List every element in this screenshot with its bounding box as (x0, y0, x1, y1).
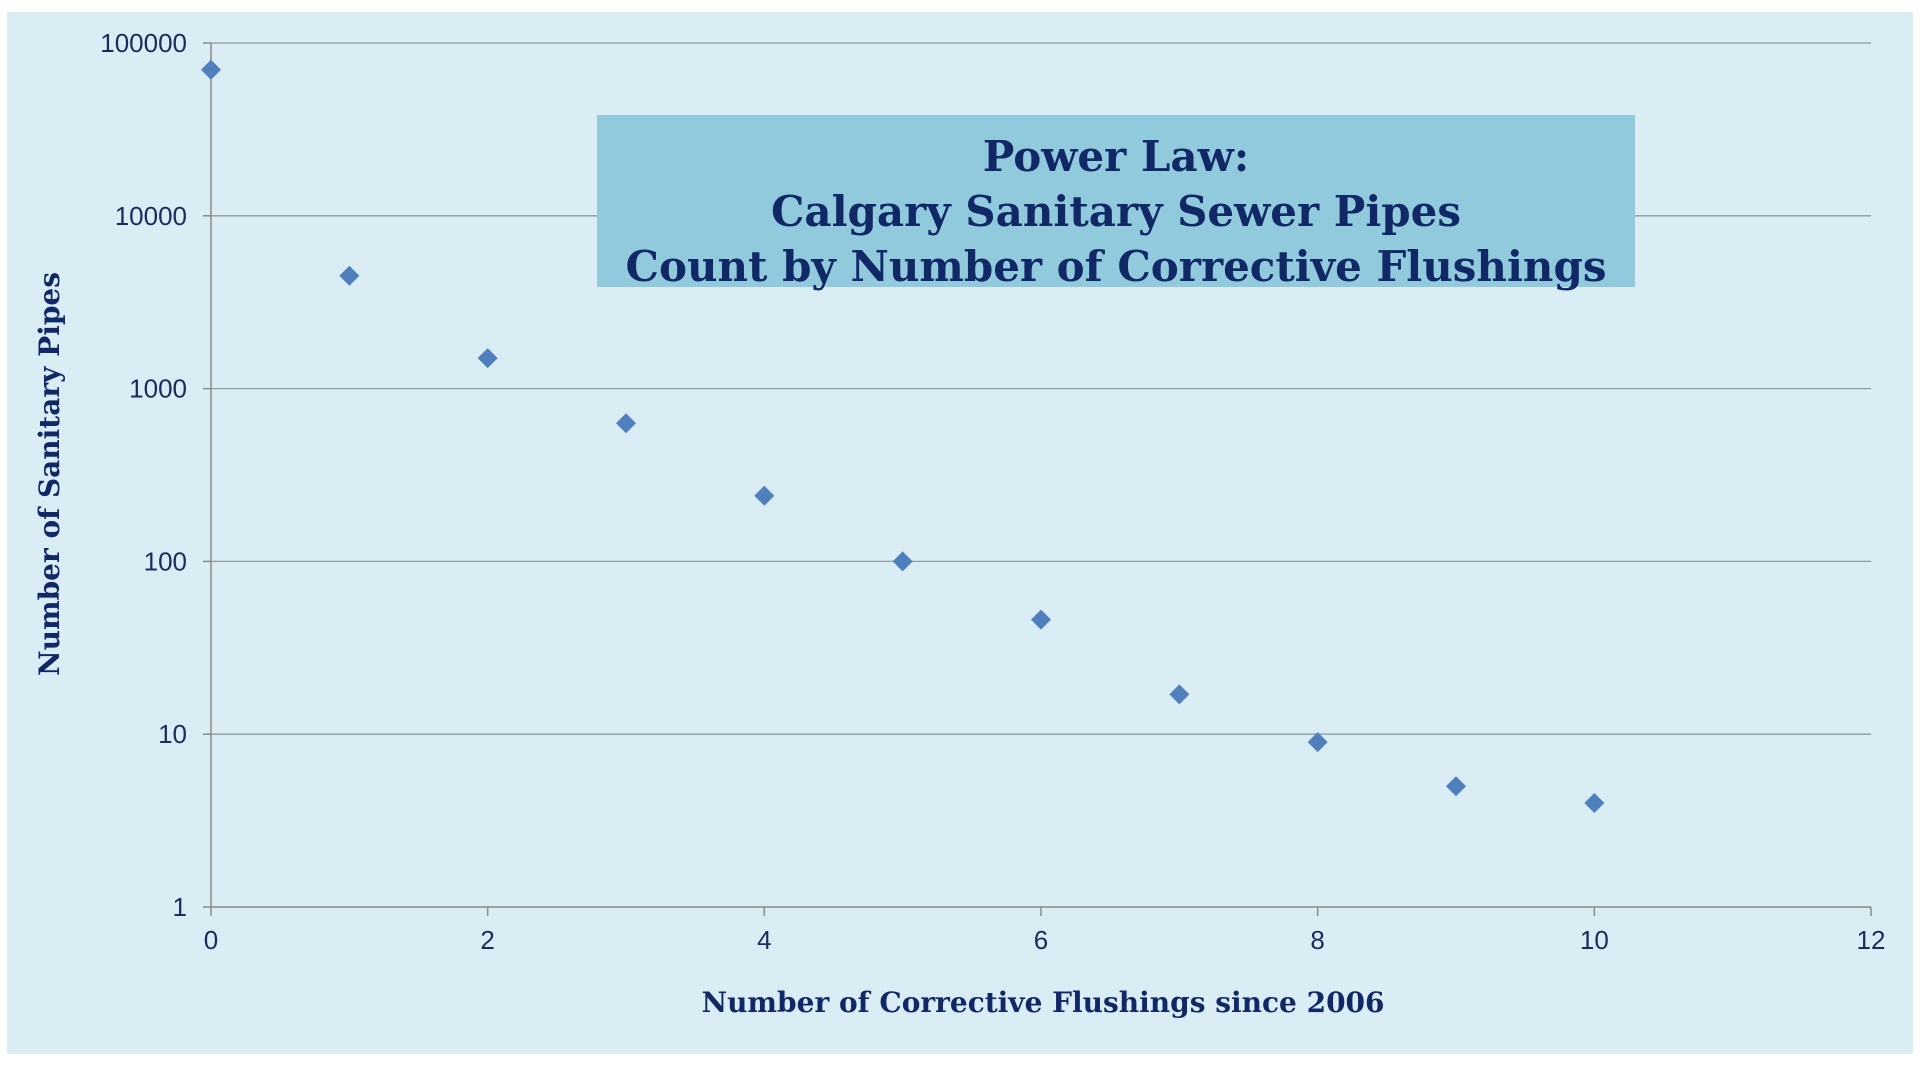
chart-title-line-3: Count by Number of Corrective Flushings (626, 242, 1607, 291)
data-point (1169, 684, 1190, 705)
y-tick-label: 1 (173, 892, 187, 922)
chart-title-line-1: Power Law: (983, 132, 1250, 181)
y-ticks: 1 10 100 1000 10000 100000 (100, 28, 211, 922)
y-axis-title: Number of Sanitary Pipes (33, 272, 66, 676)
data-points (201, 59, 1605, 813)
data-point (1307, 732, 1328, 753)
x-tick-label: 10 (1580, 925, 1609, 955)
data-point (201, 59, 221, 80)
x-tick-label: 2 (480, 925, 494, 955)
title-box (597, 115, 1635, 287)
data-point (892, 551, 913, 572)
x-tick-label: 4 (757, 925, 771, 955)
data-point (477, 348, 498, 369)
y-tick-label: 100000 (100, 28, 187, 58)
y-tick-label: 10000 (115, 201, 187, 231)
y-tick-label: 100 (144, 546, 187, 576)
data-point (754, 485, 775, 506)
data-point (616, 413, 636, 434)
y-tick-label: 1000 (129, 374, 187, 404)
data-point (1446, 776, 1466, 797)
x-tick-label: 8 (1310, 925, 1324, 955)
x-tick-label: 0 (204, 925, 218, 955)
x-tick-label: 6 (1034, 925, 1048, 955)
data-point (339, 265, 360, 286)
chart-title-line-2: Calgary Sanitary Sewer Pipes (771, 187, 1461, 236)
data-point (1031, 609, 1051, 630)
chart-area: 0 2 4 6 8 10 12 1 10 100 1000 10000 100000 Power La… (7, 12, 1913, 1054)
scatter-chart: 0 2 4 6 8 10 12 1 10 100 1000 10000 100000 Power La… (33, 28, 1886, 1019)
x-tick-label: 12 (1857, 925, 1886, 955)
x-axis-title: Number of Corrective Flushings since 200… (701, 986, 1384, 1019)
x-ticks: 0 2 4 6 8 10 12 (204, 907, 1886, 955)
data-point (1584, 792, 1605, 813)
y-tick-label: 10 (158, 719, 187, 749)
